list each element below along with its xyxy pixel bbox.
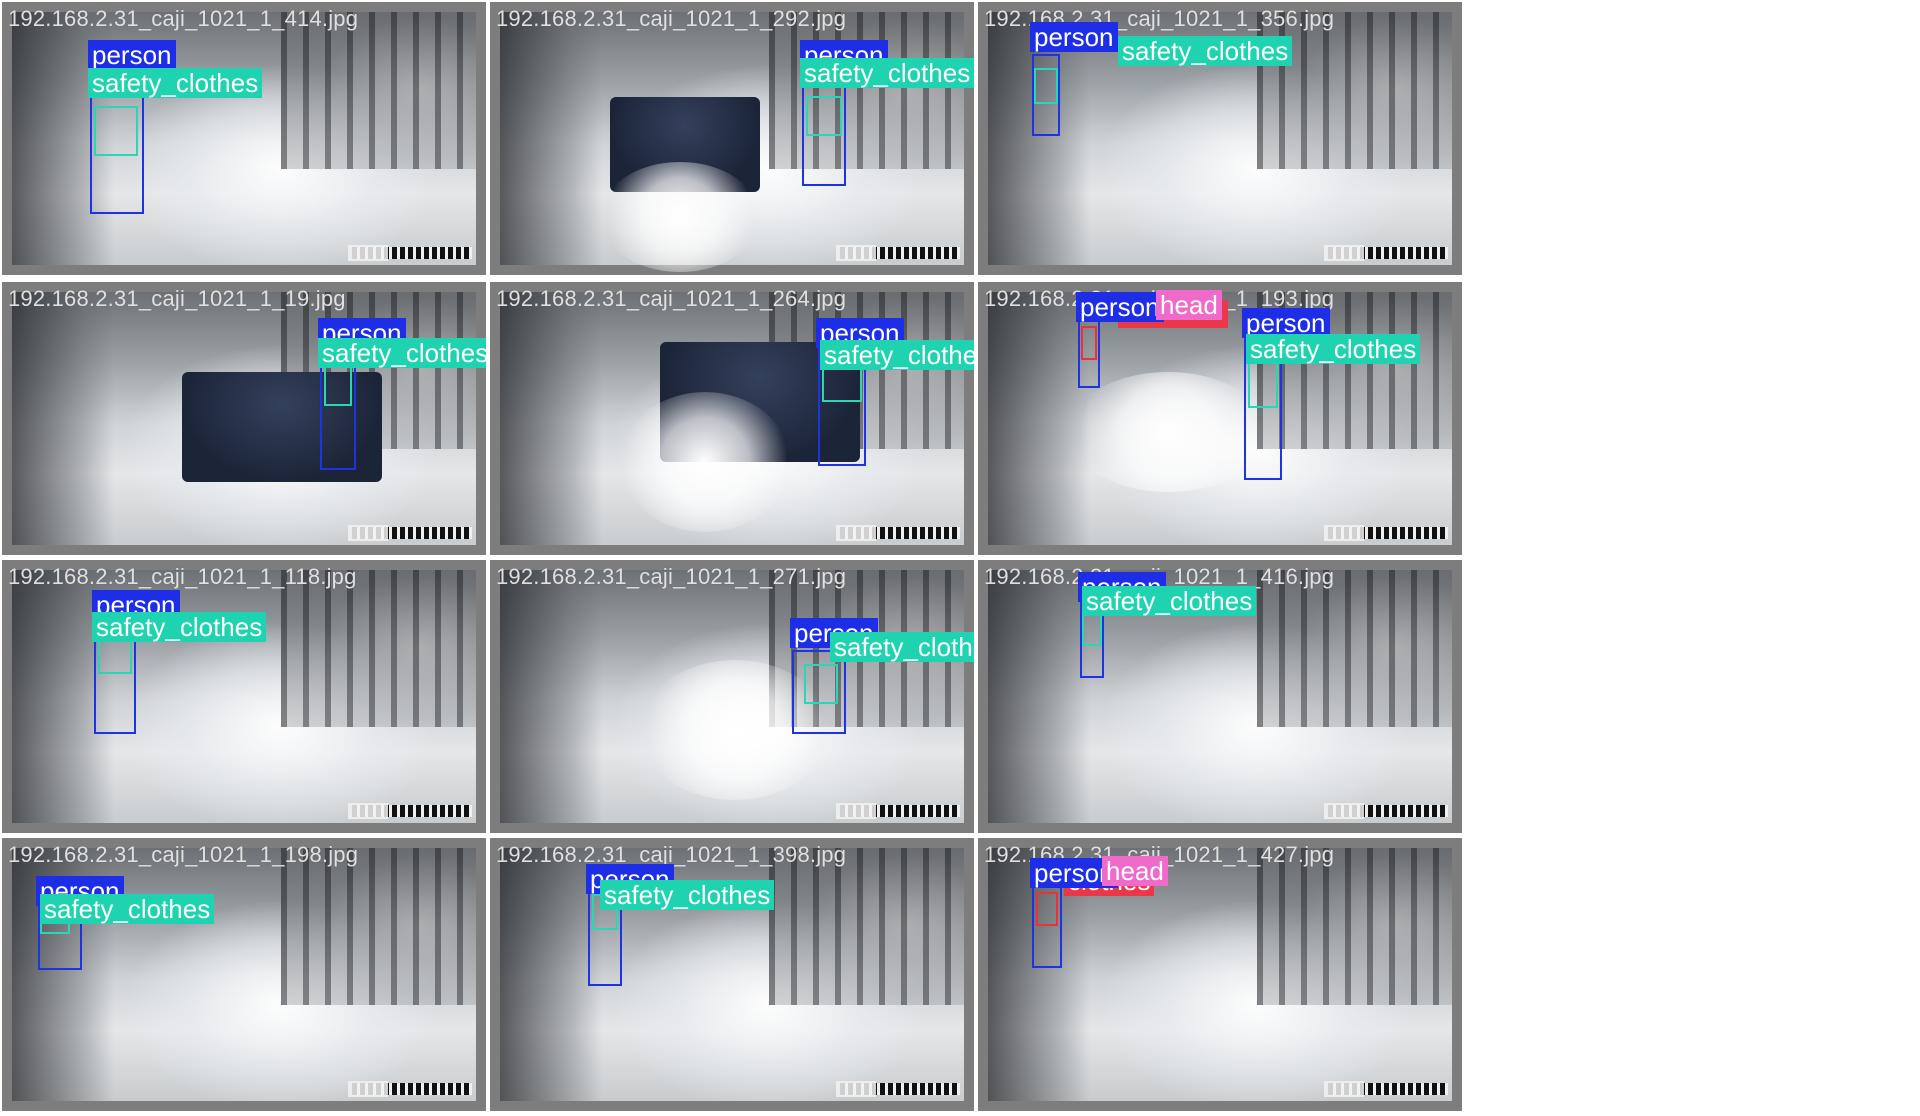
barrels [182, 372, 382, 482]
vest-box [1081, 326, 1097, 360]
camera-frame [988, 292, 1452, 545]
safety-clothes-label: safety_clothes [40, 894, 215, 924]
image-tile: 192.168.2.31_caji_1021_1_427.jpg clothes… [978, 838, 1462, 1111]
image-tile: 192.168.2.31_caji_1021_1_198.jpg person … [2, 838, 486, 1111]
timestamp-overlay [1324, 1081, 1448, 1097]
image-filename: 192.168.2.31_caji_1021_1_271.jpg [496, 564, 847, 589]
safety-clothes-label: safety_clothes [800, 58, 974, 88]
light-glare [620, 392, 790, 532]
image-filename: 192.168.2.31_caji_1021_1_292.jpg [496, 6, 847, 31]
safety-clothes-box [94, 106, 138, 156]
person-label: person [1030, 22, 1118, 52]
timestamp-overlay [836, 525, 960, 541]
vest-box [1036, 892, 1058, 926]
safety-clothes-label: safety_clothes [820, 340, 974, 370]
safety-clothes-box [324, 366, 352, 406]
safety-clothes-label: safety_clothes [1082, 586, 1257, 616]
person-label: person [88, 40, 176, 70]
person-box [1032, 54, 1060, 136]
safety-clothes-box [804, 664, 838, 704]
person-box [792, 650, 846, 734]
image-tile: 192.168.2.31_caji_1021_1_264.jpg person … [490, 282, 974, 555]
image-tile: 192.168.2.31_caji_1021_1_416.jpg person … [978, 560, 1462, 833]
safety-clothes-label: safety_clothes [1118, 36, 1293, 66]
image-tile: 192.168.2.31_caji_1021_1_292.jpg person … [490, 2, 974, 275]
light-glare [1068, 372, 1268, 492]
head-label: head [1156, 290, 1222, 320]
timestamp-overlay [348, 1081, 472, 1097]
safety-clothes-box [1082, 614, 1102, 646]
image-filename: 192.168.2.31_caji_1021_1_264.jpg [496, 286, 847, 311]
camera-frame [12, 848, 476, 1101]
head-label: head [1102, 856, 1168, 886]
image-filename: 192.168.2.31_caji_1021_1_118.jpg [8, 564, 357, 589]
timestamp-overlay [1324, 245, 1448, 261]
image-tile: 192.168.2.31_caji_1021_1_118.jpg person … [2, 560, 486, 833]
safety-clothes-box [806, 96, 842, 136]
light-glare [600, 162, 760, 272]
person-label: person [1242, 308, 1330, 338]
timestamp-overlay [836, 1081, 960, 1097]
timestamp-overlay [1324, 803, 1448, 819]
image-tile: 192.168.2.31_caji_1021_1_356.jpg person … [978, 2, 1462, 275]
detection-grid: 192.168.2.31_caji_1021_1_414.jpg person … [2, 2, 1462, 1111]
image-tile: 192.168.2.31_caji_1021_1_414.jpg person … [2, 2, 486, 275]
image-filename: 192.168.2.31_caji_1021_1_19.jpg [8, 286, 346, 311]
image-tile: 192.168.2.31_caji_1021_1_19.jpg person s… [2, 282, 486, 555]
timestamp-overlay [348, 803, 472, 819]
timestamp-overlay [348, 525, 472, 541]
image-filename: 192.168.2.31_caji_1021_1_398.jpg [496, 842, 847, 867]
timestamp-overlay [1324, 525, 1448, 541]
image-tile: 192.168.2.31_caji_1021_1_398.jpg person … [490, 838, 974, 1111]
timestamp-overlay [836, 803, 960, 819]
image-filename: 192.168.2.31_caji_1021_1_414.jpg [8, 6, 359, 31]
image-tile: 192.168.2.31_caji_1021_1_193.jpg person … [978, 282, 1462, 555]
camera-frame [12, 570, 476, 823]
timestamp-overlay [348, 245, 472, 261]
safety-clothes-label: safety_clothes [318, 338, 486, 368]
safety-clothes-label: safety_clothes [1246, 334, 1421, 364]
image-tile: 192.168.2.31_caji_1021_1_271.jpg person … [490, 560, 974, 833]
timestamp-overlay [836, 245, 960, 261]
camera-frame [12, 12, 476, 265]
safety-clothes-box [1034, 68, 1058, 104]
safety-clothes-label: safety_clothes [88, 68, 263, 98]
safety-clothes-label: safety_clothes [600, 880, 775, 910]
person-label: person [1076, 292, 1164, 322]
safety-clothes-label: safety_clothes [92, 612, 267, 642]
safety-clothes-label: safety_clothes [830, 632, 974, 662]
image-filename: 192.168.2.31_caji_1021_1_198.jpg [8, 842, 359, 867]
light-glare [640, 660, 830, 800]
